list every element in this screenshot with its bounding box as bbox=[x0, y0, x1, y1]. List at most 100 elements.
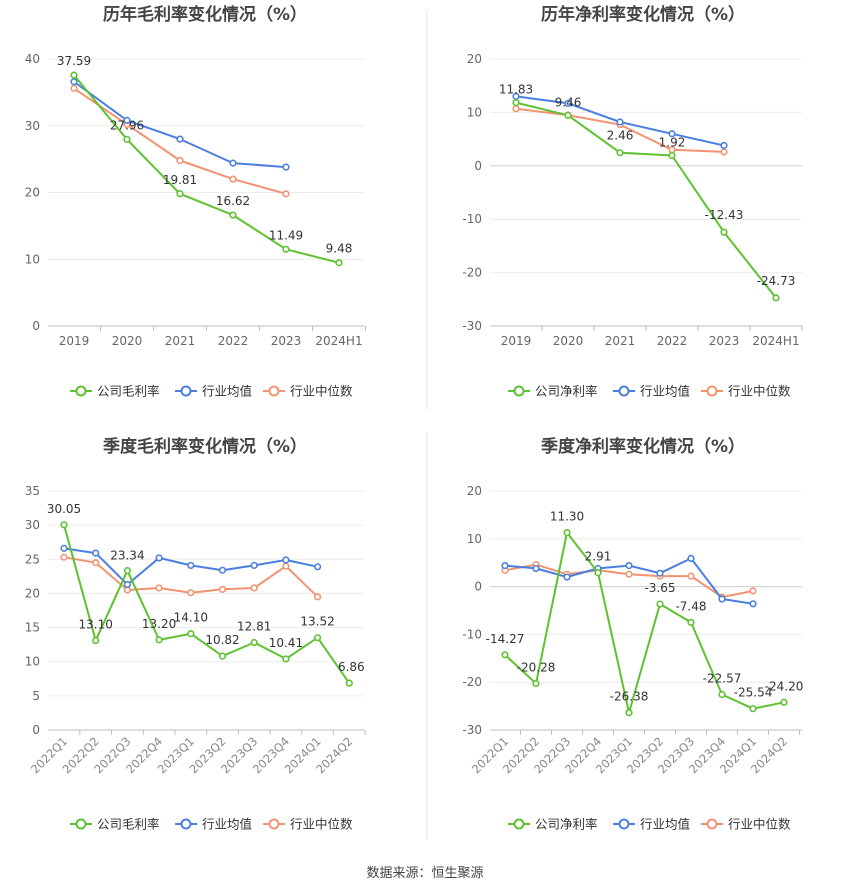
legend-label: 公司毛利率 bbox=[97, 384, 160, 399]
data-label: -14.27 bbox=[486, 632, 525, 646]
data-point bbox=[92, 636, 100, 645]
x-tick-label: 2020 bbox=[112, 334, 143, 348]
data-point bbox=[563, 528, 571, 537]
y-tick-label: 10 bbox=[467, 532, 482, 546]
y-tick-label: 25 bbox=[25, 552, 40, 566]
legend-swatch-marker bbox=[706, 818, 718, 830]
legend-item: 行业中位数 bbox=[701, 817, 791, 832]
data-point bbox=[616, 149, 624, 157]
data-point bbox=[176, 190, 184, 198]
data-label: 10.82 bbox=[205, 633, 239, 647]
data-point bbox=[155, 584, 163, 592]
data-label: 23.34 bbox=[110, 549, 144, 563]
data-label: -24.73 bbox=[757, 274, 796, 288]
data-point bbox=[501, 651, 509, 659]
chart-legend: 公司净利率 行业均值 行业中位数 bbox=[508, 384, 791, 399]
data-point bbox=[250, 561, 258, 570]
data-point bbox=[625, 709, 633, 717]
data-point bbox=[155, 554, 163, 562]
data-point bbox=[720, 228, 728, 236]
y-tick-label: 30 bbox=[25, 518, 40, 532]
data-label: 2.46 bbox=[607, 129, 634, 143]
data-point bbox=[749, 600, 757, 608]
series-line-company bbox=[63, 524, 351, 684]
data-point bbox=[780, 698, 788, 706]
x-tick-label: 2020 bbox=[553, 334, 584, 348]
data-point bbox=[176, 156, 184, 165]
data-label: -25.54 bbox=[734, 686, 773, 700]
data-label: -20.28 bbox=[517, 661, 556, 675]
data-point bbox=[749, 587, 757, 595]
series-line-company bbox=[515, 101, 777, 299]
data-label: 30.05 bbox=[47, 502, 81, 516]
y-tick-label: 5 bbox=[32, 689, 40, 703]
legend-label: 公司净利率 bbox=[535, 817, 598, 832]
legend-swatch-marker bbox=[618, 818, 630, 830]
data-point bbox=[512, 105, 520, 113]
data-point bbox=[92, 549, 100, 557]
legend-swatch-marker bbox=[180, 385, 192, 397]
data-point bbox=[187, 589, 195, 597]
data-point bbox=[532, 564, 540, 573]
legend-swatch-marker bbox=[75, 818, 87, 830]
x-tick-label: 2021 bbox=[165, 334, 196, 348]
data-point bbox=[625, 561, 633, 570]
data-point bbox=[282, 655, 290, 663]
chart-title: 历年净利率变化情况（%） bbox=[541, 4, 745, 25]
data-point bbox=[229, 159, 237, 167]
data-point bbox=[563, 573, 571, 581]
legend-label: 行业中位数 bbox=[728, 384, 791, 399]
data-label: 16.62 bbox=[216, 194, 250, 208]
data-source-footer: 数据来源：恒生聚源 bbox=[366, 866, 484, 881]
legend-item: 公司净利率 bbox=[508, 817, 598, 832]
data-label: 13.10 bbox=[79, 618, 113, 632]
legend-swatch-marker bbox=[180, 818, 192, 830]
y-tick-label: -10 bbox=[462, 212, 482, 226]
data-point bbox=[512, 99, 520, 107]
data-point bbox=[656, 569, 664, 577]
data-point bbox=[123, 580, 131, 589]
data-label: 11.83 bbox=[499, 83, 533, 97]
data-label: 11.49 bbox=[269, 228, 303, 242]
legend-item: 行业均值 bbox=[175, 384, 252, 399]
legend-label: 行业均值 bbox=[202, 817, 252, 832]
chart-legend: 公司毛利率 行业均值 行业中位数 bbox=[70, 384, 353, 399]
data-label: 2.91 bbox=[585, 550, 612, 564]
y-tick-label: -30 bbox=[462, 319, 482, 333]
legend-swatch-marker bbox=[268, 818, 280, 830]
data-label: 37.59 bbox=[57, 54, 91, 68]
data-point bbox=[345, 679, 353, 687]
data-point bbox=[718, 690, 726, 699]
y-tick-label: 20 bbox=[25, 586, 40, 600]
data-point bbox=[250, 584, 258, 592]
chart-legend: 公司净利率 行业均值 行业中位数 bbox=[508, 817, 791, 832]
data-point bbox=[668, 151, 676, 160]
chart-panel-4: 季度净利率变化情况（%）-30-20-10010202022Q12022Q220… bbox=[462, 436, 803, 832]
y-tick-label: -20 bbox=[462, 266, 482, 280]
legend-label: 公司净利率 bbox=[535, 384, 598, 399]
data-point bbox=[70, 78, 78, 86]
data-label: -7.48 bbox=[675, 599, 706, 613]
legend-item: 行业中位数 bbox=[701, 384, 791, 399]
data-point bbox=[60, 553, 68, 561]
data-point bbox=[532, 679, 540, 688]
data-label: -26.38 bbox=[610, 690, 649, 704]
chart-title: 历年毛利率变化情况（%） bbox=[103, 4, 307, 25]
legend-swatch-marker bbox=[513, 818, 525, 830]
series-line-company bbox=[73, 74, 340, 264]
data-label: -3.65 bbox=[644, 581, 675, 595]
data-point bbox=[187, 561, 195, 570]
data-point bbox=[335, 259, 343, 267]
chart-panel-1: 历年毛利率变化情况（%） 0 10 20 30 40 2019 2020 2021 2022 202… bbox=[25, 4, 366, 399]
x-tick-label: 2019 bbox=[59, 334, 90, 348]
y-tick-label: -30 bbox=[462, 723, 482, 737]
x-tick-label: 2021 bbox=[605, 334, 636, 348]
data-label: 13.52 bbox=[300, 615, 334, 629]
series-line-company bbox=[504, 531, 785, 714]
legend-item: 行业均值 bbox=[613, 384, 690, 399]
data-point bbox=[176, 135, 184, 143]
series-line-industry-average bbox=[73, 80, 287, 169]
data-label: 14.10 bbox=[174, 611, 208, 625]
data-label: 9.46 bbox=[555, 95, 582, 109]
